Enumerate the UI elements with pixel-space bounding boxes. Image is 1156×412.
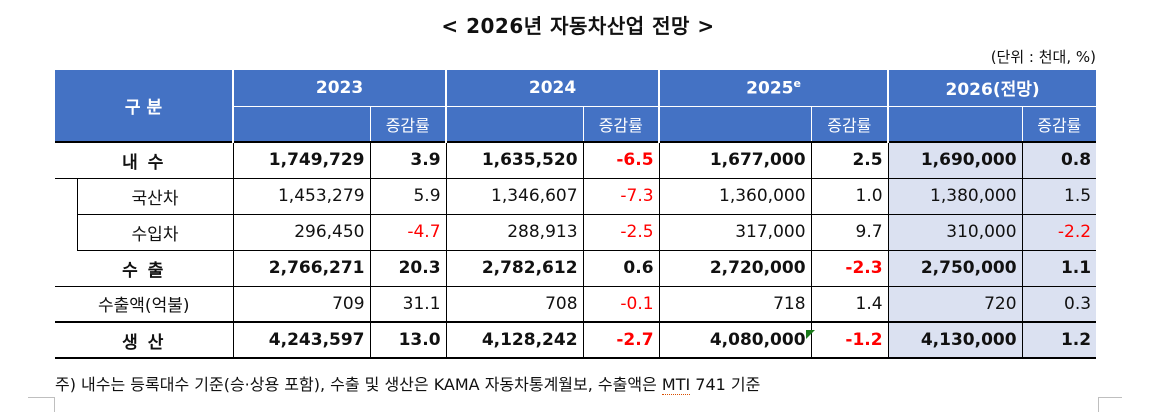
category-header: 구 분 [55, 70, 235, 142]
value-cell: 718 [659, 286, 812, 323]
change-cell: 9.7 [810, 214, 889, 251]
change-cell: 20.3 [369, 250, 447, 287]
footnote-suffix: 741 기준 [690, 375, 761, 394]
table-row: 국산차 1,453,279 5.9 1,346,607 -7.3 1,360,0… [55, 178, 1097, 215]
change-cell: 2.5 [810, 141, 889, 179]
value-cell: 709 [232, 286, 371, 323]
page-corner-mark-left [28, 397, 54, 398]
year-2025-header: 2025e [659, 70, 890, 106]
blank-2024 [446, 105, 584, 142]
change-cell: 1.5 [1021, 178, 1097, 215]
change-cell: -4.7 [369, 214, 447, 251]
comment-marker-icon [806, 330, 815, 339]
change-header-2023: 증감률 [369, 105, 448, 142]
change-cell: -1.2 [810, 322, 889, 359]
page-corner-mark-left-vertical [54, 397, 55, 412]
value-cell: 288,913 [446, 214, 584, 251]
value-cell: 1,690,000 [888, 141, 1023, 179]
footnote: 주) 내수는 등록대수 기준(승·상용 포함), 수출 및 생산은 KAMA 자… [55, 371, 760, 395]
blank-2023 [233, 105, 371, 142]
footnote-underlined: MTI [661, 375, 691, 395]
value-cell: 1,749,729 [232, 141, 371, 179]
forecast-table: 구 분 2023 2024 2025e 2026(전망) 증감률 증감률 증감률… [55, 70, 1097, 359]
table-row: 수입차 296,450 -4.7 288,913 -2.5 317,000 9.… [55, 214, 1097, 251]
value-cell: 4,080,000 [659, 322, 812, 359]
change-cell: 0.6 [582, 250, 660, 287]
estimate-superscript: e [793, 76, 801, 90]
value-cell: 1,360,000 [659, 178, 812, 215]
change-cell: 13.0 [369, 322, 447, 359]
change-cell: 0.8 [1021, 141, 1097, 179]
value-cell: 2,782,612 [446, 250, 584, 287]
change-cell: -2.5 [582, 214, 660, 251]
change-header-2024: 증감률 [582, 105, 661, 142]
value-cell: 708 [446, 286, 584, 323]
change-header-2026: 증감률 [1021, 105, 1097, 142]
row-label: 수입차 [76, 214, 234, 251]
year-2023-header: 2023 [233, 70, 448, 106]
value-cell: 1,453,279 [232, 178, 371, 215]
change-cell: -0.1 [582, 286, 660, 323]
value-cell: 310,000 [888, 214, 1023, 251]
value-cell: 4,130,000 [888, 322, 1023, 359]
page-title: < 2026년 자동차산업 전망 > [441, 14, 715, 38]
indent-spacer [55, 178, 77, 214]
change-cell: -2.7 [582, 322, 660, 359]
value-cell: 720 [888, 286, 1023, 323]
value-cell: 2,766,271 [232, 250, 371, 287]
blank-2025 [659, 105, 812, 142]
change-header-2025: 증감률 [810, 105, 890, 142]
change-cell: -2.3 [810, 250, 889, 287]
table-row: 내 수 1,749,729 3.9 1,635,520 -6.5 1,677,0… [55, 141, 1097, 179]
row-label: 수출액(억불) [55, 286, 234, 323]
value-cell: 1,346,607 [446, 178, 584, 215]
change-cell: -6.5 [582, 141, 660, 179]
table-row: 수 출 2,766,271 20.3 2,782,612 0.6 2,720,0… [55, 250, 1097, 287]
change-cell: -2.2 [1021, 214, 1097, 251]
row-label: 생 산 [55, 322, 234, 359]
value-cell: 296,450 [232, 214, 371, 251]
year-2024-header: 2024 [446, 70, 661, 106]
year-2025-text: 2025 [746, 78, 794, 99]
change-cell: 1.4 [810, 286, 889, 323]
value-cell: 1,635,520 [446, 141, 584, 179]
change-cell: -7.3 [582, 178, 660, 215]
change-cell: 3.9 [369, 141, 447, 179]
value-cell: 317,000 [659, 214, 812, 251]
page-corner-mark-right-vertical [1098, 397, 1099, 412]
change-cell: 1.1 [1021, 250, 1097, 287]
row-label: 내 수 [55, 141, 234, 179]
page-corner-mark-right [1098, 397, 1122, 398]
table-row: 생 산 4,243,597 13.0 4,128,242 -2.7 4,080,… [55, 322, 1097, 359]
blank-2026 [888, 105, 1023, 142]
indent-spacer [55, 214, 77, 250]
value-cell: 4,128,242 [446, 322, 584, 359]
footnote-prefix: 주) 내수는 등록대수 기준(승·상용 포함), 수출 및 생산은 KAMA 자… [55, 375, 662, 394]
change-cell: 31.1 [369, 286, 447, 323]
row-label: 국산차 [76, 178, 234, 215]
value-cell: 2,720,000 [659, 250, 812, 287]
row-label: 수 출 [55, 250, 234, 287]
year-2026-header: 2026(전망) [888, 70, 1097, 106]
change-cell: 0.3 [1021, 286, 1097, 323]
value-cell: 1,677,000 [659, 141, 812, 179]
table-row: 수출액(억불) 709 31.1 708 -0.1 718 1.4 720 0.… [55, 286, 1097, 323]
unit-label: (단위 : 천대, %) [990, 48, 1096, 66]
value-cell: 1,380,000 [888, 178, 1023, 215]
change-cell: 1.2 [1021, 322, 1097, 359]
value-cell: 2,750,000 [888, 250, 1023, 287]
change-cell: 1.0 [810, 178, 889, 215]
value-cell: 4,243,597 [232, 322, 371, 359]
change-cell: 5.9 [369, 178, 447, 215]
